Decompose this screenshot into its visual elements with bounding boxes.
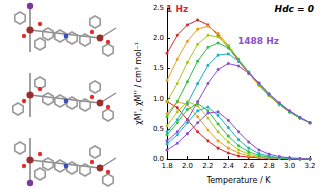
svg-text:2.5: 2.5 bbox=[153, 4, 164, 12]
svg-text:3.2: 3.2 bbox=[304, 162, 315, 170]
svg-text:1.5: 1.5 bbox=[153, 64, 164, 72]
svg-text:2.8: 2.8 bbox=[264, 162, 275, 170]
svg-text:Hdc = 0: Hdc = 0 bbox=[275, 4, 314, 14]
svg-text:1.8: 1.8 bbox=[161, 162, 172, 170]
svg-text:2.0: 2.0 bbox=[182, 162, 193, 170]
svg-text:1.0: 1.0 bbox=[153, 95, 164, 103]
svg-text:1 Hz: 1 Hz bbox=[166, 4, 188, 14]
svg-text:2.4: 2.4 bbox=[223, 162, 235, 170]
svg-text:χM', χM'' / cm³ mol⁻¹: χM', χM'' / cm³ mol⁻¹ bbox=[134, 42, 143, 125]
svg-text:3.0: 3.0 bbox=[284, 162, 295, 170]
svg-text:2.0: 2.0 bbox=[153, 34, 164, 42]
svg-text:2.6: 2.6 bbox=[243, 162, 255, 170]
svg-text:0.0: 0.0 bbox=[152, 155, 164, 163]
svg-text:Temperature / K: Temperature / K bbox=[206, 176, 271, 185]
svg-text:0.5: 0.5 bbox=[153, 125, 164, 133]
svg-text:1488 Hz: 1488 Hz bbox=[238, 36, 279, 46]
svg-text:2.2: 2.2 bbox=[202, 162, 213, 170]
